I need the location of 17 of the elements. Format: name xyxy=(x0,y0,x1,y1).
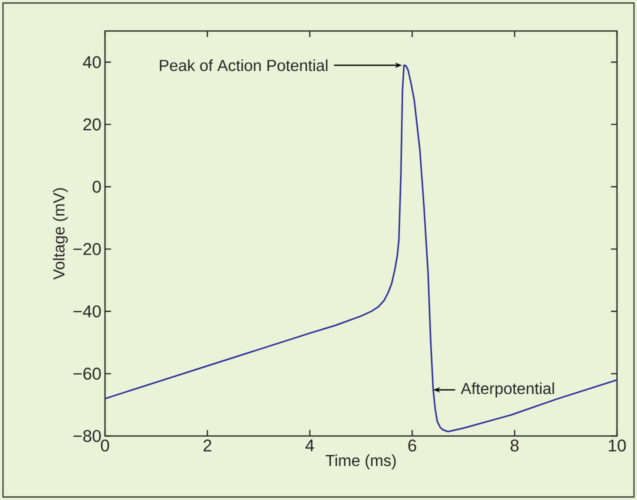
y-tick-label: 0 xyxy=(92,180,101,193)
x-tick-label: 6 xyxy=(408,440,416,452)
y-axis-title: Voltage (mV) xyxy=(52,188,68,280)
y-tick-label: −60 xyxy=(73,368,101,380)
y-tick-label: −80 xyxy=(73,430,101,442)
y-tick-label: 20 xyxy=(83,118,101,130)
annotation: Afterpotential xyxy=(460,382,554,398)
x-tick-label: 0 xyxy=(100,440,110,452)
x-tick-label: 8 xyxy=(510,440,519,452)
y-tick-label: 40 xyxy=(82,56,101,68)
annotation: Peak of Action Potential xyxy=(160,59,328,72)
x-tick-label: 10 xyxy=(608,440,626,452)
y-tick-label: −20 xyxy=(73,243,101,256)
y-tick-label: −40 xyxy=(73,305,101,318)
x-axis-title: Time (ms) xyxy=(326,454,396,470)
x-tick-label: 2 xyxy=(204,440,212,452)
x-tick-label: 4 xyxy=(305,440,314,452)
